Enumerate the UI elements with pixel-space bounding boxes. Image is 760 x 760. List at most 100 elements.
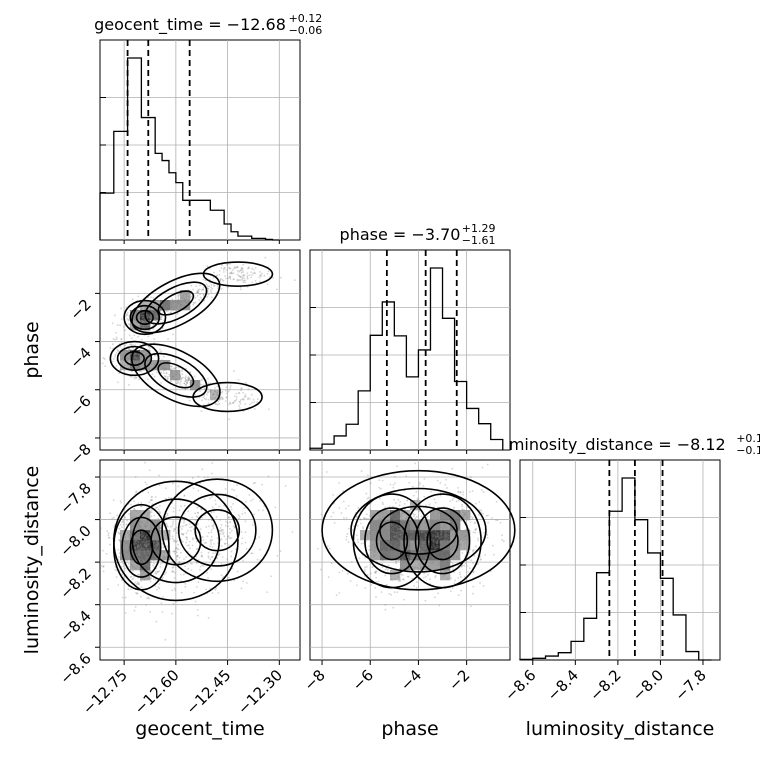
sample-point — [394, 502, 397, 504]
sample-point — [170, 371, 173, 374]
sample-point — [209, 388, 212, 391]
sample-point — [157, 536, 160, 539]
sample-point — [140, 586, 143, 589]
sample-point — [391, 524, 393, 527]
sample-point — [457, 546, 460, 549]
sample-point — [137, 353, 140, 356]
sample-point — [199, 296, 202, 299]
sample-point — [168, 305, 171, 308]
sample-point — [246, 276, 249, 279]
sample-point — [492, 553, 495, 556]
sample-point — [385, 530, 388, 533]
sample-point — [138, 568, 141, 571]
sample-point — [188, 377, 191, 380]
sample-point — [462, 493, 464, 496]
x-tick-label-luminosity_distance: −8.2 — [586, 666, 624, 704]
panel-frame — [99, 39, 301, 241]
sample-point — [185, 295, 188, 298]
sample-point — [444, 535, 446, 538]
sample-point — [370, 535, 373, 538]
sample-point — [186, 382, 189, 385]
sample-point — [219, 519, 222, 521]
sample-point — [143, 548, 145, 551]
sample-point — [133, 543, 136, 546]
sample-point — [344, 507, 347, 510]
sample-point — [415, 516, 418, 518]
sample-point — [220, 529, 222, 532]
sample-point — [186, 301, 188, 304]
sample-point — [482, 536, 485, 539]
sample-point — [384, 511, 387, 513]
sample-point — [250, 552, 253, 555]
sample-point — [259, 500, 261, 502]
sample-point — [244, 393, 247, 396]
sample-point — [368, 515, 371, 517]
sample-point — [135, 536, 138, 539]
sample-point — [189, 384, 192, 386]
sample-point — [374, 545, 377, 548]
sample-point — [144, 481, 147, 484]
sample-point — [424, 540, 426, 543]
sample-point — [239, 269, 242, 272]
sample-point — [124, 556, 126, 559]
sample-point — [138, 558, 141, 561]
sample-point — [197, 290, 200, 293]
contour-line — [129, 304, 161, 331]
sample-point — [169, 308, 172, 310]
sample-point — [435, 521, 438, 523]
sample-point — [242, 269, 244, 272]
sample-point — [137, 359, 139, 362]
sample-point — [162, 305, 165, 308]
sample-point — [124, 539, 127, 542]
sample-point — [394, 539, 397, 542]
sample-point — [390, 551, 393, 554]
sample-point — [263, 505, 266, 507]
sample-point — [369, 572, 372, 575]
sample-point — [127, 367, 130, 369]
sample-point — [340, 512, 343, 514]
sample-point — [159, 527, 162, 530]
sample-point — [244, 395, 247, 398]
sample-point — [433, 545, 436, 548]
sample-point — [249, 403, 251, 406]
sample-point — [453, 506, 455, 509]
sample-point — [220, 391, 223, 394]
sample-point — [392, 523, 395, 526]
sample-point — [501, 538, 503, 541]
sample-point — [159, 523, 162, 526]
sample-point — [449, 530, 452, 533]
sample-point — [175, 304, 178, 307]
sample-point — [160, 315, 163, 318]
sample-point — [390, 544, 392, 547]
sample-point — [424, 535, 427, 538]
sample-point — [186, 563, 189, 565]
sample-point — [140, 314, 143, 317]
sample-point — [107, 588, 110, 591]
sample-point — [146, 551, 149, 553]
sample-point — [185, 301, 188, 304]
sample-point — [414, 517, 417, 520]
sample-point — [174, 368, 177, 371]
sample-point — [120, 338, 123, 340]
sample-point — [457, 576, 460, 579]
sample-point — [430, 517, 432, 520]
sample-point — [160, 371, 163, 374]
sample-point — [411, 565, 414, 568]
sample-point — [165, 522, 168, 525]
density-cell — [440, 540, 451, 551]
sample-point — [165, 487, 167, 490]
x-tick-label-phase: −2 — [445, 666, 473, 694]
sample-point — [252, 398, 255, 401]
sample-point — [128, 535, 131, 538]
sample-point — [145, 535, 147, 537]
sample-point — [395, 526, 398, 529]
sample-point — [136, 523, 139, 526]
sample-point — [458, 571, 461, 574]
sample-point — [146, 378, 149, 381]
sample-point — [462, 511, 465, 514]
sample-point — [212, 394, 215, 396]
sample-point — [495, 501, 498, 503]
sample-point — [416, 558, 419, 561]
sample-point — [448, 548, 451, 551]
sample-point — [228, 527, 231, 530]
